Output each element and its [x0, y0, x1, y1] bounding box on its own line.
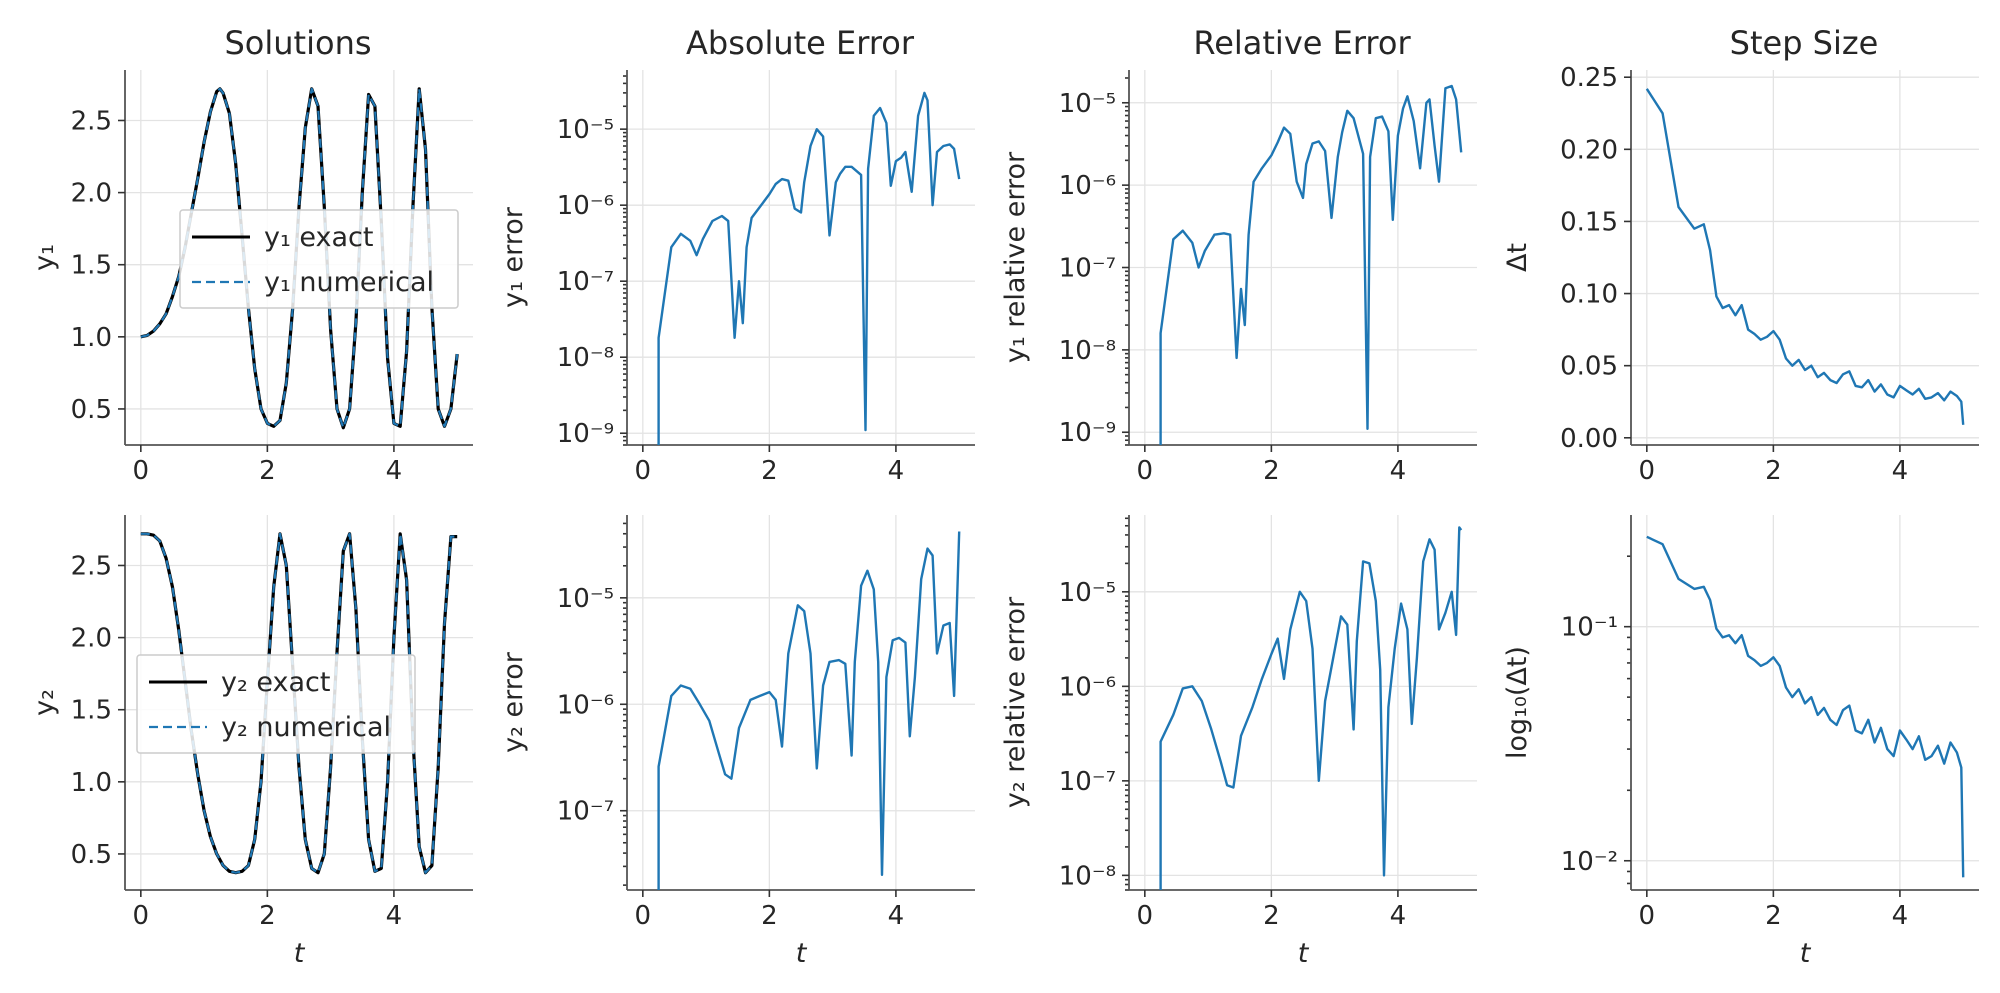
- x-tick-label: 4: [1390, 901, 1407, 931]
- series-line-y2-rel-error: [1159, 526, 1463, 890]
- y-tick-label: 0.25: [1560, 63, 1618, 93]
- x-tick-label: 4: [1892, 901, 1909, 931]
- x-tick-label: 4: [888, 901, 905, 931]
- x-axis-label: t: [1298, 938, 1310, 969]
- y-tick-label: 1.5: [71, 251, 112, 281]
- y-tick-label: 10⁻⁸: [557, 343, 614, 373]
- x-axis-label: t: [1800, 938, 1812, 969]
- y-tick-label: 10⁻²: [1561, 847, 1618, 877]
- subplot-y1-solution: 0 2 4 0.5 1.0 1.5 2.0 2.5 y₁ y₁ exact y₁ numerical: [29, 70, 473, 486]
- y-tick-label: 10⁻⁸: [1059, 861, 1116, 891]
- y-tick-label: 10⁻⁵: [557, 584, 614, 614]
- y-tick-label: 0.05: [1560, 352, 1618, 382]
- subplot-y1-abs-error: 0 2 4 10⁻⁹ 10⁻⁸ 10⁻⁷ 10⁻⁶ 10⁻⁵ y₁ error: [498, 70, 975, 486]
- y-tick-label: 0.20: [1560, 135, 1618, 165]
- y-tick-label: 2.0: [71, 179, 112, 209]
- y-tick-label: 10⁻⁶: [1059, 171, 1116, 201]
- y-axis-label: Δt: [1502, 243, 1533, 272]
- y-tick-label: 2.0: [71, 624, 112, 654]
- legend-label: y₂ numerical: [221, 712, 391, 743]
- series-line-y1-rel-error: [1159, 84, 1463, 445]
- y-tick-label: 1.5: [71, 696, 112, 726]
- y-tick-label: 0.10: [1560, 280, 1618, 310]
- y-tick-label: 10⁻⁸: [1059, 336, 1116, 366]
- subplot-step-size-log: 0 2 4 10⁻² 10⁻¹ log₁₀(Δt) t: [1502, 515, 1979, 969]
- y-tick-label: 0.00: [1560, 424, 1618, 454]
- legend-frame: [136, 654, 416, 754]
- y-axis-label: y₁ error: [498, 206, 529, 308]
- y-tick-label: 10⁻⁵: [1059, 89, 1116, 119]
- subplot-grid: 0 2 4 0.5 1.0 1.5 2.0 2.5 y₁ y₁ exact y₁ numerical…: [29, 63, 1979, 969]
- y-axis-label: y₁ relative error: [1000, 151, 1031, 363]
- subplot-y2-abs-error: 0 2 4 10⁻⁷ 10⁻⁶ 10⁻⁵ y₂ error t: [498, 515, 975, 969]
- x-tick-label: 0: [1137, 456, 1154, 486]
- y-tick-label: 1.0: [71, 323, 112, 353]
- x-tick-label: 0: [133, 901, 150, 931]
- x-tick-label: 0: [1639, 456, 1656, 486]
- x-axis-label: t: [796, 938, 808, 969]
- y-tick-label: 10⁻⁷: [557, 267, 614, 297]
- y-tick-label: 10⁻⁷: [1059, 254, 1116, 284]
- series-line-step-size-linear: [1645, 88, 1965, 425]
- legend-frame: [179, 209, 459, 309]
- y-axis-label: y₂: [29, 689, 60, 716]
- column-title-relative-error: Relative Error: [1193, 24, 1411, 62]
- y-tick-label: 10⁻⁷: [557, 797, 614, 827]
- subplot-y1-rel-error: 0 2 4 10⁻⁹ 10⁻⁸ 10⁻⁷ 10⁻⁶ 10⁻⁵ y₁ relative error: [1000, 70, 1477, 486]
- legend-label: y₁ exact: [264, 222, 373, 253]
- subplot-y2-rel-error: 0 2 4 10⁻⁸ 10⁻⁷ 10⁻⁶ 10⁻⁵ y₂ relative error t: [1000, 515, 1477, 969]
- x-tick-label: 2: [761, 456, 778, 486]
- y-tick-label: 10⁻⁵: [1059, 578, 1116, 608]
- x-tick-label: 2: [259, 456, 276, 486]
- y-axis-label: y₁: [29, 244, 60, 271]
- y-tick-label: 10⁻⁶: [557, 690, 614, 720]
- y-axis-label: log₁₀(Δt): [1502, 646, 1533, 759]
- legend: y₂ exact y₂ numerical: [136, 654, 416, 754]
- x-tick-label: 2: [1765, 456, 1782, 486]
- y-tick-label: 2.5: [71, 551, 112, 581]
- x-tick-label: 0: [1137, 901, 1154, 931]
- x-tick-label: 2: [259, 901, 276, 931]
- x-axis-label: t: [294, 938, 306, 969]
- legend-label: y₁ numerical: [264, 267, 434, 298]
- y-tick-label: 10⁻¹: [1561, 613, 1618, 643]
- y-tick-label: 10⁻⁶: [557, 191, 614, 221]
- y-tick-label: 10⁻⁹: [557, 419, 614, 449]
- subplot-y2-solution: 0 2 4 0.5 1.0 1.5 2.0 2.5 y₂ t y₂ exact y₂ numerica…: [29, 515, 473, 969]
- x-tick-label: 2: [1765, 901, 1782, 931]
- subplot-step-size-linear: 0 2 4 0.00 0.05 0.10 0.15 0.20 0.25 Δt: [1502, 63, 1979, 486]
- x-tick-label: 4: [386, 901, 403, 931]
- y-tick-label: 10⁻⁶: [1059, 672, 1116, 702]
- y-tick-label: 10⁻⁷: [1059, 767, 1116, 797]
- column-title-solutions: Solutions: [224, 24, 371, 62]
- x-tick-label: 2: [1263, 456, 1280, 486]
- x-tick-label: 0: [133, 456, 150, 486]
- y-tick-label: 10⁻⁵: [557, 115, 614, 145]
- y-tick-label: 0.5: [71, 395, 112, 425]
- x-tick-label: 0: [635, 456, 652, 486]
- legend: y₁ exact y₁ numerical: [179, 209, 459, 309]
- x-tick-label: 0: [1639, 901, 1656, 931]
- series-line-step-size-log: [1646, 535, 1965, 878]
- column-title-step-size: Step Size: [1730, 24, 1879, 62]
- series-line-y2-abs-error: [657, 531, 961, 890]
- series-line-y1-abs-error: [657, 91, 961, 445]
- y-tick-label: 10⁻⁹: [1059, 418, 1116, 448]
- y-tick-label: 0.15: [1560, 207, 1618, 237]
- x-tick-label: 4: [386, 456, 403, 486]
- x-tick-label: 4: [888, 456, 905, 486]
- y-tick-label: 1.0: [71, 768, 112, 798]
- x-tick-label: 4: [1390, 456, 1407, 486]
- x-tick-label: 2: [761, 901, 778, 931]
- y-axis-label: y₂ relative error: [1000, 596, 1031, 808]
- y-tick-label: 2.5: [71, 106, 112, 136]
- y-axis-label: y₂ error: [498, 651, 529, 753]
- x-tick-label: 0: [635, 901, 652, 931]
- x-tick-label: 2: [1263, 901, 1280, 931]
- column-title-absolute-error: Absolute Error: [686, 24, 915, 62]
- y-tick-label: 0.5: [71, 840, 112, 870]
- x-tick-label: 4: [1892, 456, 1909, 486]
- legend-label: y₂ exact: [221, 667, 330, 698]
